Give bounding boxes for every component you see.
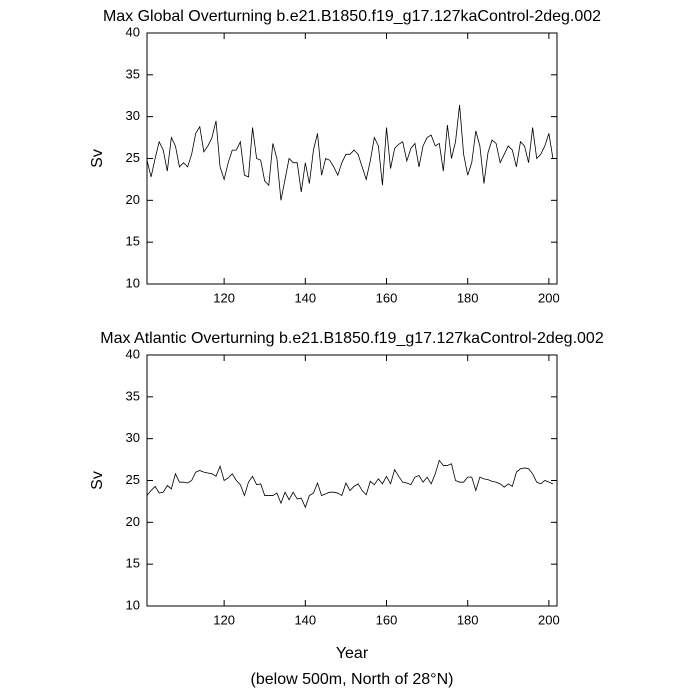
x-tick-label: 180 bbox=[457, 612, 479, 627]
y-tick-label: 25 bbox=[126, 150, 140, 165]
y-tick-label: 35 bbox=[126, 66, 140, 81]
footnote: (below 500m, North of 28°N) bbox=[251, 671, 454, 688]
x-tick-label: 120 bbox=[213, 290, 235, 305]
y-tick-label: 20 bbox=[126, 514, 140, 529]
plot-frame bbox=[146, 354, 558, 607]
x-tick-label: 200 bbox=[538, 290, 560, 305]
y-tick-label: 10 bbox=[126, 597, 140, 612]
data-line bbox=[146, 104, 554, 201]
x-tick-label: 140 bbox=[294, 290, 316, 305]
y-axis-label: Sv bbox=[89, 149, 106, 168]
x-tick-label: 200 bbox=[538, 612, 560, 627]
y-tick-label: 25 bbox=[126, 472, 140, 487]
y-tick-label: 30 bbox=[126, 108, 140, 123]
y-tick-label: 10 bbox=[126, 275, 140, 290]
chart-title: Max Global Overturning b.e21.B1850.f19_g… bbox=[103, 8, 601, 25]
y-tick-label: 35 bbox=[126, 388, 140, 403]
y-tick-label: 40 bbox=[126, 24, 140, 39]
y-tick-label: 15 bbox=[126, 234, 140, 249]
y-axis-label: Sv bbox=[89, 471, 106, 490]
plot-frame bbox=[146, 32, 558, 285]
y-tick-label: 40 bbox=[126, 346, 140, 361]
x-tick-label: 180 bbox=[457, 290, 479, 305]
x-tick-label: 160 bbox=[376, 290, 398, 305]
y-tick-label: 15 bbox=[126, 556, 140, 571]
data-line bbox=[146, 459, 554, 509]
x-tick-label: 120 bbox=[213, 612, 235, 627]
y-tick-label: 30 bbox=[126, 430, 140, 445]
y-tick-label: 20 bbox=[126, 192, 140, 207]
x-tick-label: 140 bbox=[294, 612, 316, 627]
x-tick-label: 160 bbox=[376, 612, 398, 627]
x-axis-label: Year bbox=[336, 645, 369, 662]
chart-title: Max Atlantic Overturning b.e21.B1850.f19… bbox=[100, 330, 604, 347]
